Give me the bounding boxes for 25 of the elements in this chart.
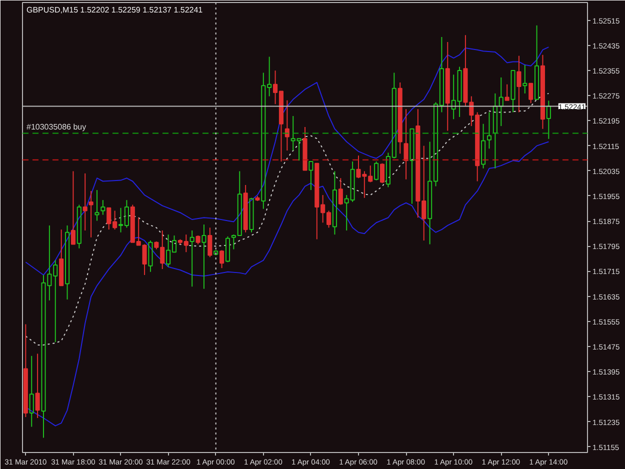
candlestick xyxy=(35,353,40,419)
candlestick xyxy=(540,54,546,130)
line-series xyxy=(25,46,550,276)
candlestick xyxy=(94,190,100,222)
candlestick xyxy=(522,64,528,94)
candlestick xyxy=(100,200,106,216)
candlestick xyxy=(445,42,450,132)
candlestick xyxy=(404,108,408,180)
candlestick xyxy=(516,55,522,113)
candlestick xyxy=(498,76,504,127)
ref-line-label: #103035086 buy xyxy=(26,122,86,132)
chart-title: GBPUSD,M15 1.52202 1.52259 1.52137 1.52241 xyxy=(26,6,204,14)
candlestick xyxy=(486,112,492,150)
line-series xyxy=(25,141,550,426)
candlestick xyxy=(202,224,206,290)
candlestick xyxy=(398,82,402,154)
candlestick xyxy=(546,100,551,140)
candlestick xyxy=(88,190,94,238)
candlestick xyxy=(29,355,34,428)
candlestick xyxy=(243,184,248,233)
candlestick xyxy=(190,230,194,288)
candlestick xyxy=(332,170,337,236)
candlestick xyxy=(492,92,498,169)
candlestick xyxy=(64,224,70,300)
candlestick xyxy=(82,172,88,231)
